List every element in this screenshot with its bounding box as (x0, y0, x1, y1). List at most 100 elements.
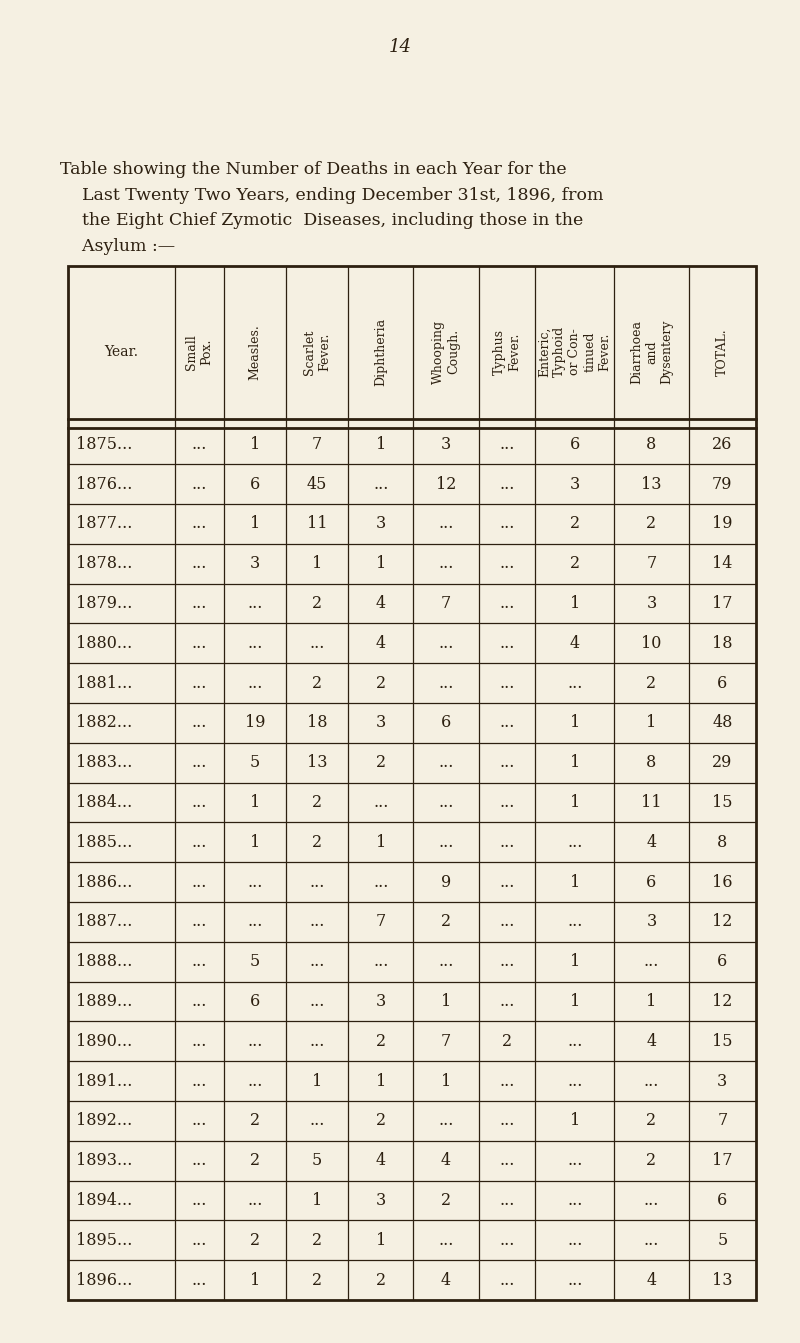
Text: 2: 2 (376, 755, 386, 771)
Text: ...: ... (499, 1193, 514, 1209)
Text: 29: 29 (712, 755, 733, 771)
Text: 12: 12 (712, 992, 733, 1010)
Text: 3: 3 (375, 1193, 386, 1209)
Text: ...: ... (438, 555, 454, 572)
Text: 4: 4 (376, 635, 386, 651)
Text: ...: ... (247, 913, 263, 931)
Text: Year.: Year. (104, 345, 138, 359)
Text: 2: 2 (376, 1272, 386, 1289)
Text: 1890...: 1890... (76, 1033, 132, 1050)
Text: 11: 11 (307, 516, 327, 532)
Text: 2: 2 (376, 1033, 386, 1050)
Text: ...: ... (192, 1152, 207, 1170)
Text: 7: 7 (375, 913, 386, 931)
Text: ...: ... (644, 1193, 659, 1209)
Text: 1: 1 (441, 1073, 451, 1089)
Text: Typhus
Fever.: Typhus Fever. (493, 329, 521, 375)
Text: 3: 3 (375, 714, 386, 732)
Text: 45: 45 (307, 475, 327, 493)
Text: 1894...: 1894... (76, 1193, 132, 1209)
Text: 1: 1 (570, 992, 580, 1010)
Text: ...: ... (310, 1112, 325, 1129)
Text: 6: 6 (717, 1193, 727, 1209)
Text: 2: 2 (250, 1152, 260, 1170)
Text: ...: ... (192, 755, 207, 771)
Text: ...: ... (499, 755, 514, 771)
Text: ...: ... (192, 1033, 207, 1050)
Text: 1881...: 1881... (76, 674, 132, 692)
Text: ...: ... (438, 794, 454, 811)
Text: ...: ... (247, 674, 263, 692)
Text: ...: ... (499, 1152, 514, 1170)
Text: ...: ... (438, 755, 454, 771)
Text: 1893...: 1893... (76, 1152, 132, 1170)
Text: 14: 14 (389, 38, 411, 55)
Text: 1: 1 (570, 714, 580, 732)
Text: 1: 1 (250, 516, 260, 532)
Text: 7: 7 (717, 1112, 727, 1129)
Text: 1896...: 1896... (76, 1272, 132, 1289)
Text: Small
Pox.: Small Pox. (186, 334, 214, 369)
Text: 2: 2 (441, 1193, 451, 1209)
Text: ...: ... (499, 913, 514, 931)
Text: 2: 2 (376, 1112, 386, 1129)
Text: ...: ... (373, 475, 388, 493)
Text: 16: 16 (712, 873, 733, 890)
Text: 18: 18 (712, 635, 733, 651)
Text: ...: ... (192, 475, 207, 493)
Text: 1: 1 (375, 435, 386, 453)
Text: 5: 5 (717, 1232, 727, 1249)
Text: ...: ... (247, 1033, 263, 1050)
Text: 7: 7 (441, 595, 451, 612)
Text: 1: 1 (570, 595, 580, 612)
Text: 6: 6 (717, 674, 727, 692)
Text: 2: 2 (312, 834, 322, 851)
Text: ...: ... (499, 873, 514, 890)
Text: Diarrhoea
and
Dysentery: Diarrhoea and Dysentery (630, 320, 673, 384)
Text: ...: ... (192, 595, 207, 612)
Text: 1876...: 1876... (76, 475, 132, 493)
Text: ...: ... (567, 1272, 582, 1289)
Text: 3: 3 (570, 475, 580, 493)
Text: ...: ... (644, 954, 659, 970)
Text: 1: 1 (646, 992, 657, 1010)
Text: ...: ... (499, 1073, 514, 1089)
Text: 4: 4 (646, 1272, 657, 1289)
Text: ...: ... (310, 954, 325, 970)
Text: 48: 48 (712, 714, 733, 732)
Text: 1: 1 (250, 794, 260, 811)
Text: 2: 2 (646, 1152, 657, 1170)
Text: 1: 1 (646, 714, 657, 732)
Text: 1: 1 (312, 1073, 322, 1089)
Text: ...: ... (192, 516, 207, 532)
Text: ...: ... (192, 1193, 207, 1209)
Text: 15: 15 (712, 1033, 733, 1050)
Text: 1883...: 1883... (76, 755, 132, 771)
Text: ...: ... (499, 954, 514, 970)
Text: 2: 2 (312, 1232, 322, 1249)
Text: Enteric,
Typhoid
or Con-
tinued
Fever.: Enteric, Typhoid or Con- tinued Fever. (538, 326, 611, 377)
Text: ...: ... (192, 794, 207, 811)
Text: ...: ... (567, 1033, 582, 1050)
Text: 1878...: 1878... (76, 555, 132, 572)
Text: 10: 10 (642, 635, 662, 651)
Text: 19: 19 (245, 714, 266, 732)
Text: 2: 2 (502, 1033, 512, 1050)
Text: 1887...: 1887... (76, 913, 132, 931)
Text: ...: ... (192, 674, 207, 692)
Text: 2: 2 (646, 1112, 657, 1129)
Text: Whooping
Cough.: Whooping Cough. (432, 320, 460, 384)
Text: 1: 1 (250, 1272, 260, 1289)
Text: 2: 2 (312, 794, 322, 811)
Text: ...: ... (567, 834, 582, 851)
Text: 8: 8 (646, 435, 657, 453)
Text: ...: ... (499, 475, 514, 493)
Text: ...: ... (310, 635, 325, 651)
Text: ...: ... (438, 1232, 454, 1249)
Text: 2: 2 (646, 516, 657, 532)
Text: ...: ... (499, 794, 514, 811)
Text: ...: ... (192, 1112, 207, 1129)
Text: 1: 1 (375, 1073, 386, 1089)
Text: 12: 12 (436, 475, 456, 493)
Text: 12: 12 (712, 913, 733, 931)
